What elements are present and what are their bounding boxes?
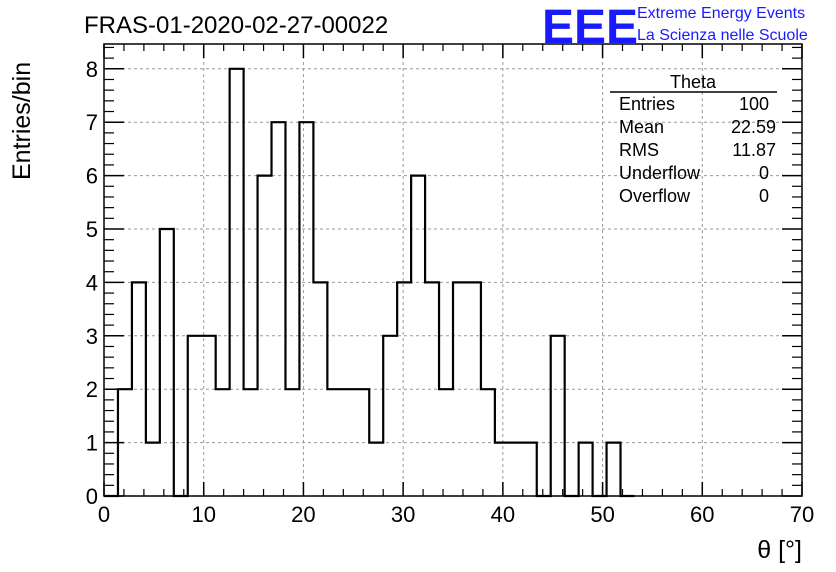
histogram-bin (160, 229, 174, 496)
stats-label-entries: Entries (619, 94, 675, 114)
histogram-bin (579, 443, 593, 496)
y-tick-label: 4 (86, 270, 98, 295)
y-tick-label: 6 (86, 164, 98, 189)
y-axis-label: Entries/bin (8, 62, 36, 180)
plot-frame (103, 43, 803, 497)
histogram-bin (258, 176, 272, 496)
stats-label-overflow: Overflow (619, 186, 691, 206)
eee-logo-mark: EEE (542, 1, 638, 54)
x-tick-label: 30 (391, 502, 415, 527)
y-tick-label: 0 (86, 484, 98, 509)
eee-logo: EEE Extreme Energy Events La Scienza nel… (542, 1, 808, 54)
histogram-bin (188, 336, 202, 496)
histogram-bin (551, 336, 565, 496)
histogram-bin (369, 443, 383, 496)
histogram-bin (607, 443, 621, 496)
stats-value-underflow: 0 (759, 163, 769, 183)
axis-ticks (103, 44, 803, 497)
stats-value-entries: 100 (739, 94, 769, 114)
x-tick-label: 20 (291, 502, 315, 527)
histogram-bin (523, 443, 537, 496)
stats-value-overflow: 0 (759, 186, 769, 206)
stats-label-rms: RMS (619, 140, 659, 160)
y-tick-label: 7 (86, 110, 98, 135)
histogram-bin (383, 336, 397, 496)
y-tick-label: 3 (86, 324, 98, 349)
y-tick-label: 8 (86, 57, 98, 82)
stats-label-underflow: Underflow (619, 163, 701, 183)
grid-lines (104, 44, 802, 496)
stats-box: Theta Entries 100 Mean 22.59 RMS 11.87 U… (610, 72, 777, 206)
x-tick-label: 60 (690, 502, 714, 527)
stats-value-rms: 11.87 (732, 140, 776, 160)
eee-logo-line2: La Scienza nelle Scuole (637, 27, 808, 44)
histogram-bin (509, 443, 523, 496)
x-tick-label: 0 (98, 502, 110, 527)
x-tick-label: 50 (590, 502, 614, 527)
tick-labels: 0 10 20 30 40 50 60 70 0 1 2 3 4 5 6 7 8 (86, 57, 814, 527)
histogram-bin (216, 389, 230, 496)
histogram-bin (272, 122, 286, 496)
y-tick-label: 2 (86, 377, 98, 402)
histogram-outline (104, 67, 635, 498)
histogram-bin (146, 443, 160, 496)
chart-title: FRAS-01-2020-02-27-00022 (84, 12, 388, 39)
x-tick-label: 40 (491, 502, 515, 527)
x-tick-label: 10 (191, 502, 215, 527)
histogram-bin (495, 443, 509, 496)
y-tick-label: 5 (86, 217, 98, 242)
histogram-bin (341, 389, 355, 496)
histogram-bin (299, 122, 313, 496)
x-tick-label: 70 (790, 502, 814, 527)
stats-title: Theta (670, 72, 717, 92)
stats-label-mean: Mean (619, 117, 664, 137)
y-tick-label: 1 (86, 431, 98, 456)
stats-value-mean: 22.59 (731, 117, 776, 137)
x-axis-label: θ [°] (757, 536, 802, 564)
eee-logo-line1: Extreme Energy Events (637, 5, 805, 22)
